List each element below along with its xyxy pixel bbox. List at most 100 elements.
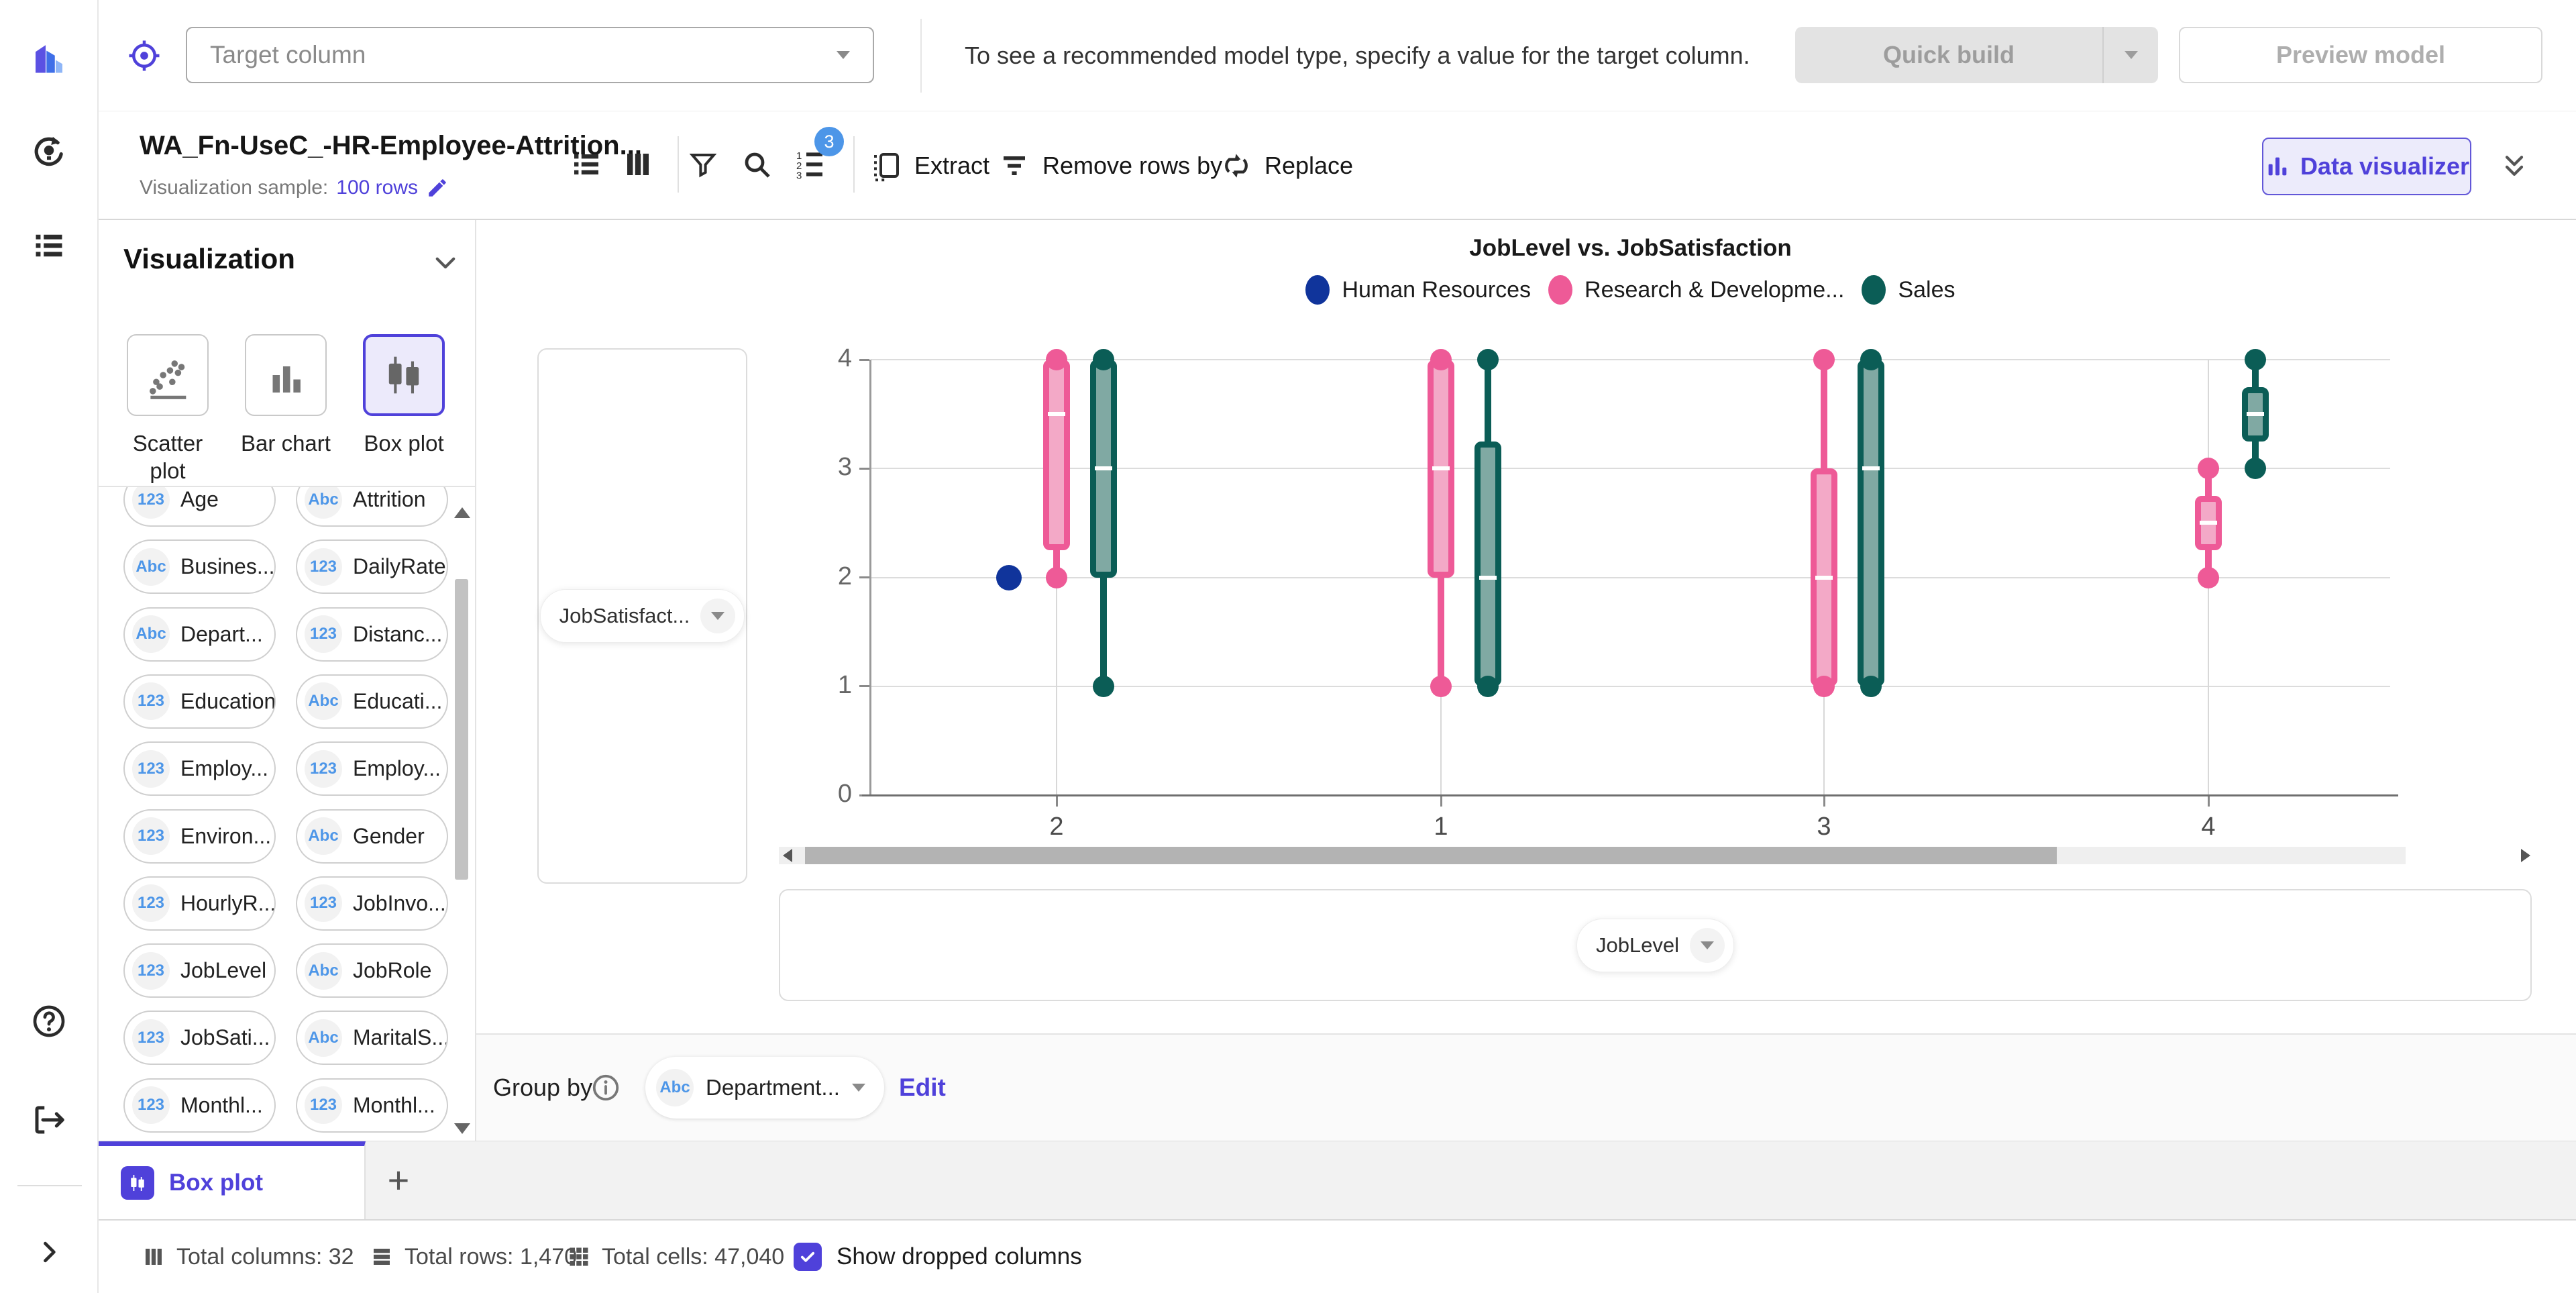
target-column-select[interactable]: Target column (186, 27, 874, 83)
box-plot-box[interactable] (1858, 360, 1884, 686)
column-chip[interactable]: Abc MaritalS... (296, 1011, 448, 1066)
column-type-badge: 123 (305, 1086, 342, 1125)
tab-box-plot-active[interactable]: Box plot (99, 1141, 366, 1220)
columns-scroll-up-arrow[interactable] (454, 507, 470, 518)
auto-insights-icon[interactable] (30, 133, 68, 170)
chart-tabs-bar: Box plot + (99, 1141, 2576, 1220)
box-plot-box[interactable] (2195, 495, 2222, 550)
column-chip[interactable]: 123 HourlyR... (123, 876, 276, 931)
collapse-double-chevron-icon[interactable] (2500, 147, 2529, 186)
field-dropdown-button[interactable] (1690, 927, 1725, 963)
box-plot-whisker-dot[interactable] (1813, 349, 1835, 370)
box-plot-whisker-dot[interactable] (1093, 675, 1114, 697)
column-chip[interactable]: 123 Monthl... (296, 1078, 448, 1133)
extract-button[interactable]: Extract (870, 139, 989, 193)
quick-build-dropdown-button[interactable] (2102, 27, 2158, 83)
show-dropped-checkbox[interactable] (794, 1243, 822, 1271)
box-plot-box[interactable] (1474, 441, 1501, 686)
field-dropdown-button[interactable] (700, 599, 736, 633)
column-chip[interactable]: Abc Gender (296, 809, 448, 864)
status-bar: Total columns: 32 Total rows: 1,470 Tota… (99, 1219, 2576, 1293)
hscroll-left-arrow[interactable] (783, 849, 792, 862)
box-plot-whisker-dot[interactable] (1093, 349, 1114, 370)
column-chip[interactable]: 123 JobLevel (123, 943, 276, 998)
datasets-list-icon[interactable] (32, 228, 66, 263)
column-chip[interactable]: 123 Employ... (123, 741, 276, 796)
x-axis-field-chip[interactable]: JobLevel (1576, 918, 1735, 972)
replace-icon (1225, 154, 1248, 178)
chart-type-bar-chart[interactable] (245, 334, 327, 416)
preview-model-button[interactable]: Preview model (2179, 27, 2542, 83)
column-chip[interactable]: 123 Employ... (296, 741, 448, 796)
expand-rail-chevron-icon[interactable] (34, 1237, 64, 1267)
caret-down-icon (1701, 941, 1715, 949)
info-icon[interactable] (590, 1072, 621, 1103)
x-axis-dropzone[interactable]: JobLevel (779, 889, 2532, 1001)
data-visualizer-button[interactable]: Data visualizer (2262, 138, 2471, 195)
remove-rows-button[interactable]: Remove rows by (998, 139, 1222, 193)
box-plot-whisker-dot[interactable] (1813, 675, 1835, 697)
replace-button[interactable]: Replace (1220, 139, 1353, 193)
sample-rows-link[interactable]: 100 rows (336, 176, 418, 199)
column-chip[interactable]: 123 Education (123, 674, 276, 729)
column-view-icon[interactable] (622, 148, 654, 180)
chart-title: JobLevel vs. JobSatisfaction (1469, 235, 1792, 261)
column-chip[interactable]: Abc Educati... (296, 674, 448, 729)
column-chip-label: Educati... (353, 688, 443, 713)
y-axis-field-chip[interactable]: JobSatisfact... (539, 589, 745, 643)
column-chip[interactable]: 123 Age (123, 487, 276, 527)
box-plot-whisker-dot[interactable] (2198, 458, 2219, 480)
box-plot-whisker-dot[interactable] (2245, 458, 2266, 480)
columns-scroll-down-arrow[interactable] (454, 1123, 470, 1134)
chart-hscrollbar-thumb[interactable] (805, 847, 2057, 864)
box-plot-box[interactable] (1043, 360, 1070, 550)
column-chip-label: Busines... (180, 554, 275, 579)
box-plot-box[interactable] (2242, 386, 2269, 442)
panel-collapse-chevron-icon[interactable] (431, 248, 460, 276)
box-plot-whisker-dot[interactable] (1046, 566, 1067, 588)
chart-type-box-plot-selected[interactable] (363, 334, 445, 416)
box-plot-whisker-dot[interactable] (2245, 349, 2266, 370)
column-chip[interactable]: Abc Depart... (123, 607, 276, 662)
canvas-logo-icon[interactable] (29, 38, 69, 78)
box-plot-whisker-dot[interactable] (1860, 349, 1882, 370)
column-type-badge: 123 (132, 1086, 170, 1125)
group-by-edit-link[interactable]: Edit (899, 1074, 946, 1101)
group-by-field-chip[interactable]: Abc Department... (645, 1057, 884, 1119)
add-tab-button[interactable]: + (387, 1159, 410, 1201)
box-plot-outlier-point[interactable] (996, 564, 1022, 590)
box-plot-whisker-dot[interactable] (1477, 675, 1499, 697)
box-plot-whisker-dot[interactable] (1430, 349, 1452, 370)
column-chip[interactable]: 123 JobInvo... (296, 876, 448, 931)
search-icon[interactable] (741, 148, 773, 180)
x-axis-tick (1440, 796, 1442, 807)
filter-icon[interactable] (687, 148, 719, 180)
x-axis-tick (1823, 796, 1825, 807)
box-plot-whisker-dot[interactable] (1046, 349, 1067, 370)
total-cells-text: Total cells: 47,040 (602, 1243, 785, 1270)
total-rows-stat: Total rows: 1,470 (370, 1221, 577, 1293)
logout-icon[interactable] (31, 1102, 67, 1138)
box-plot-whisker-dot[interactable] (1860, 675, 1882, 697)
hscroll-right-arrow[interactable] (2521, 849, 2530, 862)
columns-scrollbar-thumb[interactable] (455, 579, 468, 880)
y-axis-dropzone[interactable]: JobSatisfact... (537, 348, 747, 884)
chart-type-scatter-plot[interactable] (127, 334, 209, 416)
column-chip[interactable]: 123 JobSati... (123, 1011, 276, 1066)
help-icon[interactable] (30, 1002, 68, 1040)
column-chip[interactable]: 123 Distanc... (296, 607, 448, 662)
column-chip[interactable]: 123 Monthl... (123, 1078, 276, 1133)
column-chip[interactable]: 123 DailyRate (296, 539, 448, 594)
target-column-icon (129, 40, 160, 71)
column-chip[interactable]: Abc Busines... (123, 539, 276, 594)
quick-build-button[interactable]: Quick build (1795, 27, 2102, 83)
column-chip[interactable]: Abc JobRole (296, 943, 448, 998)
column-chip[interactable]: Abc Attrition (296, 487, 448, 527)
box-plot-whisker-dot[interactable] (2198, 566, 2219, 588)
column-chip[interactable]: 123 Environ... (123, 809, 276, 864)
box-plot-whisker-dot[interactable] (1430, 675, 1452, 697)
row-view-icon[interactable] (570, 148, 602, 180)
sort-order-icon[interactable]: 1 2 3 (794, 148, 826, 180)
box-plot-whisker-dot[interactable] (1477, 349, 1499, 370)
edit-pencil-icon[interactable] (426, 176, 449, 199)
